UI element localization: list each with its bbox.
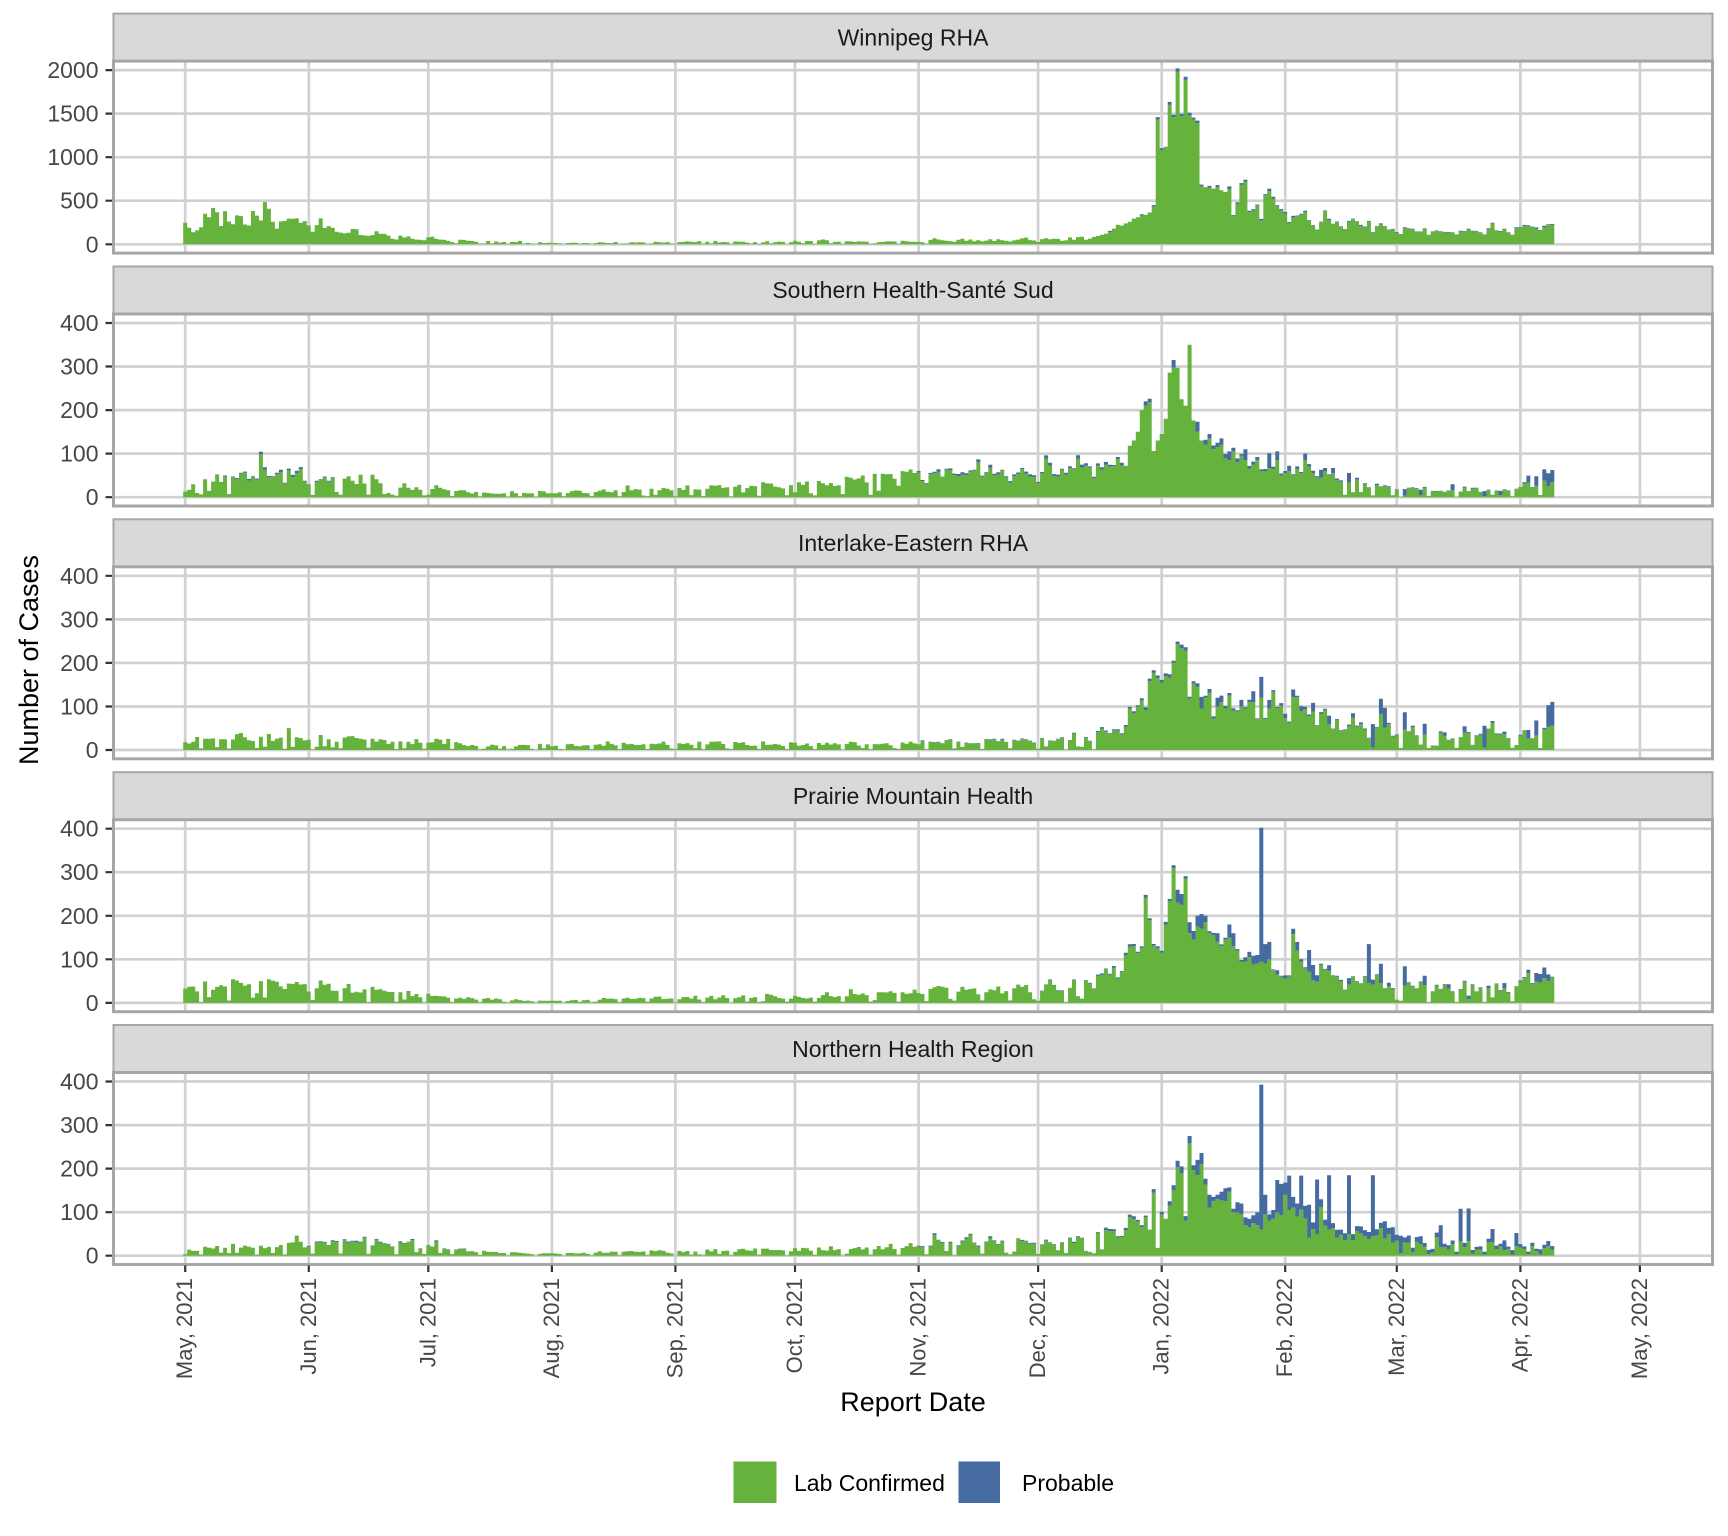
svg-text:Number of Cases: Number of Cases [14, 555, 44, 765]
svg-text:0: 0 [86, 484, 99, 510]
svg-text:Interlake-Eastern RHA: Interlake-Eastern RHA [798, 530, 1029, 556]
svg-text:100: 100 [60, 441, 98, 467]
svg-text:Prairie Mountain Health: Prairie Mountain Health [793, 783, 1033, 809]
svg-text:200: 200 [60, 397, 98, 423]
svg-text:Probable: Probable [1022, 1470, 1114, 1496]
svg-text:Dec, 2021: Dec, 2021 [1025, 1278, 1050, 1378]
svg-text:100: 100 [60, 1199, 98, 1225]
svg-text:100: 100 [60, 694, 98, 720]
svg-text:May, 2022: May, 2022 [1627, 1278, 1652, 1379]
svg-text:400: 400 [60, 563, 98, 589]
svg-text:Southern Health-Santé Sud: Southern Health-Santé Sud [772, 277, 1053, 303]
svg-text:0: 0 [86, 737, 99, 763]
svg-text:Winnipeg RHA: Winnipeg RHA [838, 24, 989, 50]
svg-text:300: 300 [60, 859, 98, 885]
svg-text:Jul, 2021: Jul, 2021 [415, 1278, 440, 1367]
svg-text:400: 400 [60, 310, 98, 336]
svg-text:400: 400 [60, 1069, 98, 1095]
svg-text:Feb, 2022: Feb, 2022 [1272, 1278, 1297, 1377]
svg-text:300: 300 [60, 606, 98, 632]
svg-text:0: 0 [86, 990, 99, 1016]
svg-text:300: 300 [60, 354, 98, 380]
svg-text:0: 0 [86, 1243, 99, 1269]
svg-text:Report Date: Report Date [840, 1387, 986, 1417]
svg-text:0: 0 [86, 231, 99, 257]
svg-text:Jun, 2021: Jun, 2021 [296, 1278, 321, 1375]
svg-text:2000: 2000 [47, 57, 98, 83]
svg-text:200: 200 [60, 1156, 98, 1182]
svg-text:May, 2021: May, 2021 [172, 1278, 197, 1379]
svg-text:Oct, 2021: Oct, 2021 [782, 1278, 807, 1373]
svg-text:400: 400 [60, 816, 98, 842]
svg-text:Jan, 2022: Jan, 2022 [1149, 1278, 1174, 1375]
svg-text:Mar, 2022: Mar, 2022 [1384, 1278, 1409, 1376]
svg-text:200: 200 [60, 650, 98, 676]
svg-text:Lab Confirmed: Lab Confirmed [794, 1470, 945, 1496]
svg-text:Apr, 2022: Apr, 2022 [1507, 1278, 1532, 1372]
svg-text:Northern Health Region: Northern Health Region [792, 1036, 1034, 1062]
svg-text:1500: 1500 [47, 101, 98, 127]
svg-text:Aug, 2021: Aug, 2021 [539, 1278, 564, 1378]
svg-text:500: 500 [60, 188, 98, 214]
svg-text:200: 200 [60, 903, 98, 929]
svg-text:Nov, 2021: Nov, 2021 [906, 1278, 931, 1377]
svg-text:300: 300 [60, 1112, 98, 1138]
svg-text:Sep, 2021: Sep, 2021 [662, 1278, 687, 1378]
svg-text:1000: 1000 [47, 144, 98, 170]
svg-text:100: 100 [60, 946, 98, 972]
